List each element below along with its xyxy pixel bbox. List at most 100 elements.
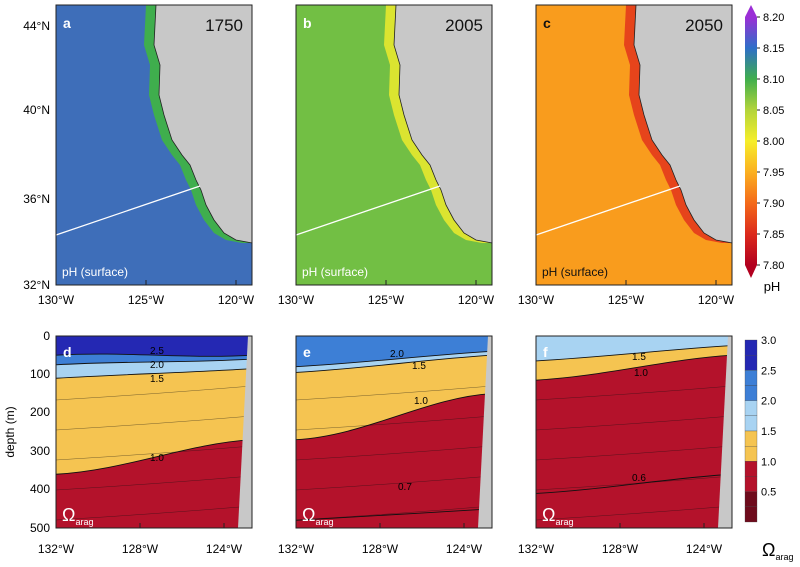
transect-line [295, 185, 441, 236]
panel-letter: f [543, 344, 548, 360]
panel-variable-label: pH (surface) [302, 265, 368, 279]
omega-tick-label: 2.5 [761, 365, 776, 377]
ph-colorbar: 8.20 8.15 8.10 8.05 8.00 7.95 7.90 7.85 7.80 pH [745, 5, 784, 294]
isoline [295, 508, 493, 521]
panel-frame [55, 335, 253, 529]
ph-colorbar-label: pH [764, 279, 781, 294]
omega-tick-label: 1.5 [761, 426, 776, 438]
omega-tick-label: 2.0 [761, 396, 776, 408]
panel-letter: e [303, 344, 311, 360]
ph-tick-label: 7.90 [763, 198, 784, 210]
lon-tick-125: 125°W [608, 293, 645, 307]
lon-tick-120: 120°W [218, 293, 255, 307]
panel-year: 1750 [205, 16, 243, 35]
omega-band [296, 508, 492, 528]
lon-tick-130: 130°W [38, 293, 75, 307]
ph-tick-label: 8.20 [763, 12, 784, 24]
panel-year: 2050 [685, 16, 723, 35]
contour-label-1-0: 1.0 [634, 368, 648, 379]
ph-colorbar-bar [745, 17, 757, 265]
contour-lines [295, 350, 493, 521]
lon-tick-128: 128°W [122, 542, 159, 556]
depth-tick-500: 500 [30, 521, 50, 535]
isoline-minor [55, 445, 253, 461]
lon-tick-125: 125°W [368, 293, 405, 307]
longitude-tick-labels: 130°W 125°W 120°W [518, 293, 735, 307]
contour-label-1-0: 1.0 [414, 396, 428, 407]
lon-tick-125: 125°W [128, 293, 165, 307]
depth-tick-300: 300 [30, 444, 50, 458]
omega-tick-label: 1.0 [761, 456, 776, 468]
longitude-tick-labels: 130°W 125°W 120°W [278, 293, 495, 307]
omega-colorbar-block [744, 461, 758, 477]
lon-tick-132: 132°W [38, 542, 75, 556]
transect-line [535, 185, 681, 236]
panel-letter: b [303, 15, 312, 31]
omega-colorbar-block [744, 476, 758, 492]
map-panel-a: a 1750 pH (surface) 44°N 40°N 36°N 32°N … [23, 4, 255, 307]
panel-frame [535, 4, 733, 286]
lon-tick-130: 130°W [278, 293, 315, 307]
panel-frame [295, 4, 493, 286]
ph-tick-label: 8.00 [763, 136, 784, 148]
omega-colorbar-block [744, 385, 758, 401]
isoline-minor [55, 415, 253, 431]
isoline-minor [295, 385, 493, 401]
lon-tick-132: 132°W [278, 542, 315, 556]
isoline-minor [295, 505, 493, 521]
longitude-tick-labels: 132°W 128°W 124°W [38, 542, 243, 556]
omega-band [536, 474, 732, 528]
longitude-tick-labels: 132°W 128°W 124°W [278, 542, 483, 556]
lon-tick-128: 128°W [362, 542, 399, 556]
section-panel-f: f 1.5 1.0 0.6 Ωarag 132°W 128°W 124°W [518, 335, 733, 556]
isoline [55, 368, 253, 379]
panel-letter: d [63, 344, 72, 360]
ph-tick-label: 8.15 [763, 43, 784, 55]
depth-tick-100: 100 [30, 367, 50, 381]
omega-colorbar-block [744, 491, 758, 507]
panel-letter: c [543, 15, 551, 31]
omega-band [296, 393, 492, 528]
omega-colorbar-block [744, 339, 758, 356]
isoline [55, 353, 253, 357]
contour-label-2-5: 2.5 [150, 346, 164, 357]
transect-line [55, 185, 201, 236]
lon-tick-124: 124°W [446, 542, 483, 556]
lat-tick-40: 40°N [23, 103, 50, 117]
isoline [535, 354, 733, 381]
isoline-minor [535, 475, 733, 491]
omega-bands [536, 336, 732, 528]
contour-label-1-5: 1.5 [150, 374, 164, 385]
isoline [295, 393, 493, 441]
omega-bands [56, 336, 252, 528]
ph-tick-label: 7.95 [763, 167, 784, 179]
contour-label-0-6: 0.6 [632, 473, 646, 484]
depth-tick-400: 400 [30, 482, 50, 496]
lon-tick-130: 130°W [518, 293, 555, 307]
omega-tick-label: 0.5 [761, 487, 776, 499]
isoline-minor [535, 445, 733, 461]
contour-label-1-5: 1.5 [412, 361, 426, 372]
isoline [55, 439, 253, 475]
isoline-minor [55, 505, 253, 521]
omega-colorbar-block [744, 430, 758, 447]
depth-tick-200: 200 [30, 405, 50, 419]
panel-variable-label: pH (surface) [542, 265, 608, 279]
omega-colorbar-block [744, 355, 758, 371]
continental-slope [718, 336, 732, 528]
lat-tick-32: 32°N [23, 278, 50, 292]
isoline-minor [295, 475, 493, 491]
map-panel-c: c 2050 pH (surface) 130°W 125°W 120°W [518, 4, 735, 307]
omega-symbol: Ωarag [302, 505, 333, 527]
omega-colorbar-label: Ωarag [762, 540, 793, 562]
isoline-minor [535, 385, 733, 401]
longitude-tick-labels: 132°W 128°W 124°W [518, 542, 723, 556]
ph-tick-label: 7.80 [763, 260, 784, 272]
isoline [535, 473, 733, 494]
lon-tick-120: 120°W [458, 293, 495, 307]
panel-letter: a [63, 15, 71, 31]
omega-colorbar-block [744, 446, 758, 462]
longitude-tick-labels: 130°W 125°W 120°W [38, 293, 255, 307]
isoline-minor [535, 415, 733, 431]
